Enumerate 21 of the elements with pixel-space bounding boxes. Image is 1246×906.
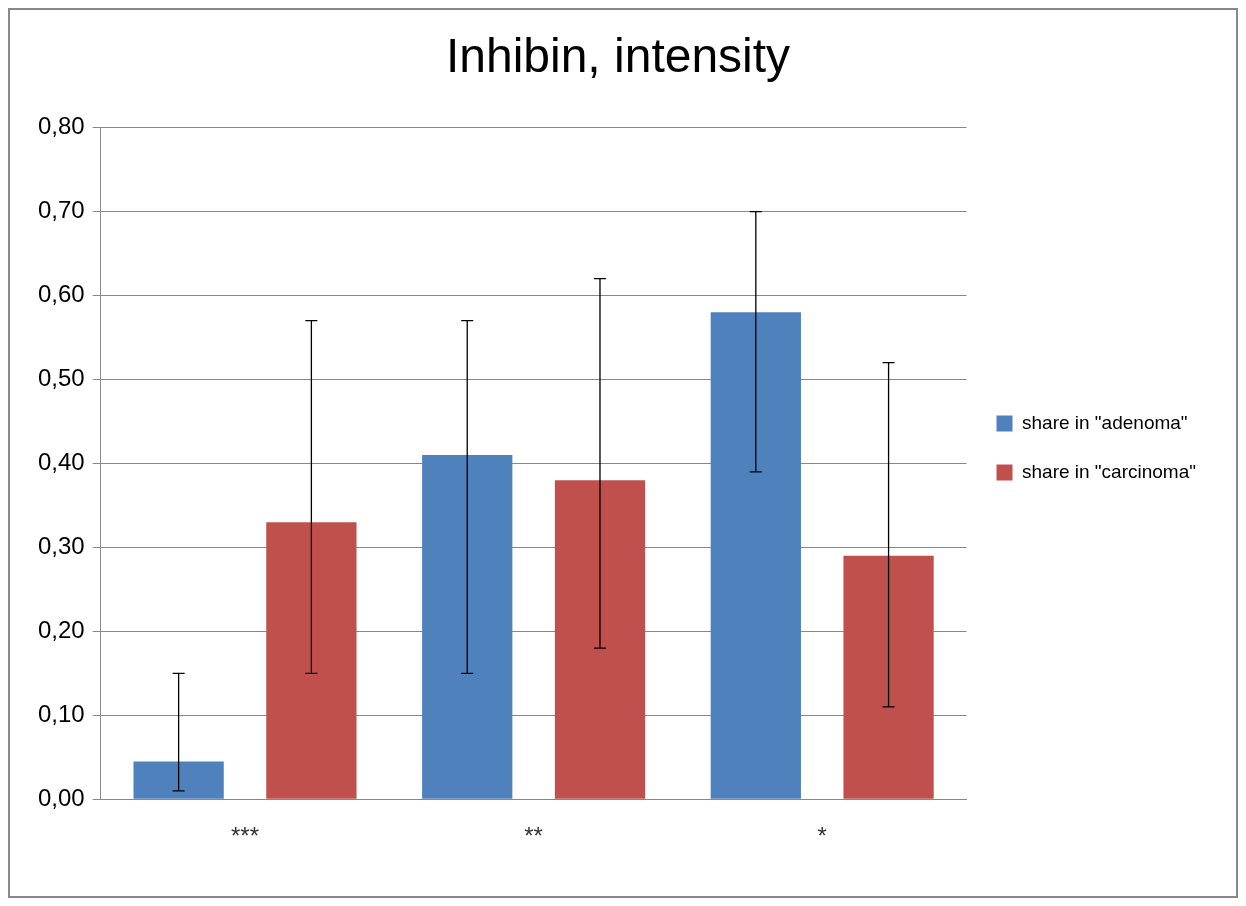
chart-title: Inhibin, intensity	[445, 29, 791, 83]
bar	[554, 480, 646, 799]
y-tick-label: 0,70	[37, 196, 85, 224]
y-tick-label: 0,10	[37, 699, 85, 727]
bar	[422, 455, 513, 799]
x-tick-label: ***	[230, 822, 260, 850]
bar	[266, 522, 357, 799]
y-tick-label: 0,40	[37, 448, 85, 476]
bar	[133, 761, 224, 799]
x-tick-label: **	[524, 822, 543, 850]
y-tick-label: 0,30	[37, 531, 85, 559]
y-tick-label: 0,60	[37, 280, 85, 308]
x-tick-label: *	[817, 822, 827, 850]
legend-label: share in "adenoma"	[1021, 411, 1188, 433]
y-tick-label: 0,20	[37, 615, 85, 643]
y-tick-label: 0,00	[37, 783, 85, 811]
legend-label: share in "carcinoma"	[1021, 460, 1197, 482]
y-tick-label: 0,50	[37, 364, 85, 392]
y-tick-label: 0,80	[37, 112, 85, 140]
bar	[843, 555, 934, 799]
bar	[710, 312, 801, 799]
